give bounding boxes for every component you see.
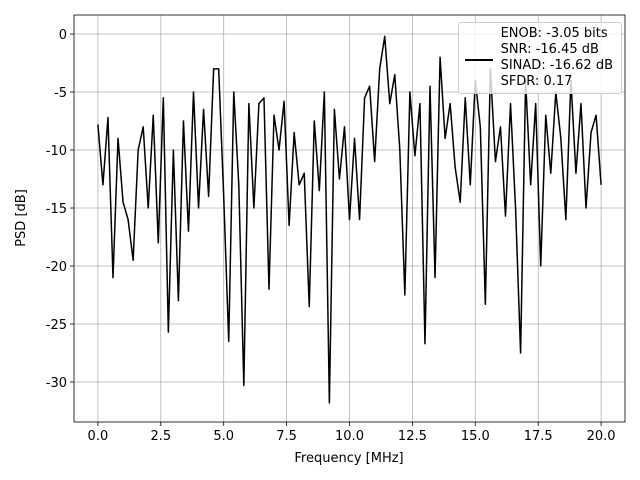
legend-swatch [464,59,493,61]
x-tick-label: 17.5 [524,429,553,444]
y-tick-label: -25 [46,318,67,333]
x-tick-label: 15.0 [461,429,490,444]
legend: ENOB: -3.05 bits SNR: -16.45 dB SINAD: -… [457,22,622,94]
y-tick-label: -10 [46,144,67,159]
x-tick-label: 7.5 [276,429,297,444]
y-tick-label: -15 [46,202,67,217]
y-tick-label: -20 [46,260,67,275]
y-tick-label: -5 [54,86,67,101]
x-tick-label: 5.0 [213,429,234,444]
y-tick-label: -30 [46,376,67,391]
y-tick-label: 0 [59,28,67,43]
x-tick-label: 10.0 [335,429,364,444]
y-axis-label: PSD [dB] [14,189,29,247]
legend-label: ENOB: -3.05 bits SNR: -16.45 dB SINAD: -… [500,26,613,89]
x-tick-label: 20.0 [587,429,616,444]
line [97,35,602,404]
x-tick-label: 2.5 [150,429,171,444]
plot-frame [73,14,626,423]
x-tick-label: 0.0 [88,429,109,444]
x-axis-label: Frequency [MHz] [294,451,403,466]
x-tick-label: 12.5 [398,429,427,444]
